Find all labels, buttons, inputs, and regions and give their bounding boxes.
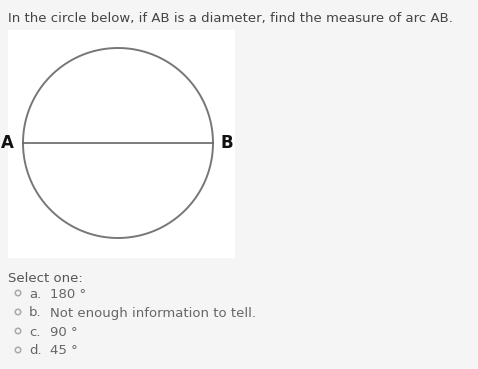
Text: 180 °: 180 ° [50,287,86,300]
FancyBboxPatch shape [8,30,235,258]
Text: A: A [0,134,13,152]
Text: B: B [221,134,233,152]
Text: Not enough information to tell.: Not enough information to tell. [50,307,256,320]
Text: b.: b. [29,307,42,320]
Text: c.: c. [29,325,41,338]
Text: In the circle below, if AB is a diameter, find the measure of arc AB.: In the circle below, if AB is a diameter… [8,12,453,25]
Text: 45 °: 45 ° [50,345,78,358]
Text: a.: a. [29,287,41,300]
Text: Select one:: Select one: [8,272,83,285]
Text: 90 °: 90 ° [50,325,77,338]
Text: d.: d. [29,345,42,358]
